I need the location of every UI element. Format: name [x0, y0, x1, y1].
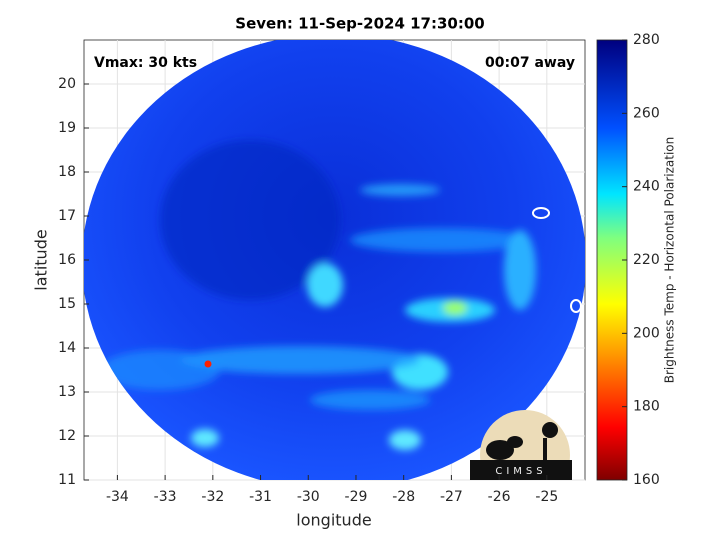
x-tick-label: -26	[488, 489, 511, 505]
y-tick-label: 18	[58, 164, 76, 180]
x-tick-label: -27	[440, 489, 463, 505]
chart-title: Seven: 11-Sep-2024 17:30:00	[235, 15, 484, 33]
x-tick-label: -29	[345, 489, 368, 505]
logo: CIMSS	[470, 410, 572, 480]
x-tick-label: -28	[392, 489, 415, 505]
x-tick-label: -25	[535, 489, 558, 505]
contour	[570, 299, 582, 313]
imagery	[84, 40, 585, 480]
x-axis-label: longitude	[296, 511, 371, 530]
vmax-annotation: Vmax: 30 kts	[94, 55, 197, 71]
colorbar-tick-label: 160	[633, 472, 660, 488]
colorbar-tick-label: 280	[633, 32, 660, 48]
colorbar-label: Brightness Temp - Horizontal Polarizatio…	[663, 137, 677, 384]
y-tick-label: 20	[58, 76, 76, 92]
x-tick-label: -34	[106, 489, 129, 505]
y-tick-label: 14	[58, 340, 76, 356]
ticks: -34 -33 -32 -31 -30 -29 -28 -27 -26 -25 11 12 13 14 15…	[58, 32, 660, 505]
x-tick-label: -32	[201, 489, 224, 505]
y-tick-label: 13	[58, 384, 76, 400]
colorbar-tick-label: 200	[633, 325, 660, 341]
colorbar-tick-label: 260	[633, 105, 660, 121]
y-tick-label: 16	[58, 252, 76, 268]
y-axis-label: latitude	[32, 229, 51, 290]
x-tick-label: -31	[249, 489, 272, 505]
hot-spot	[204, 360, 212, 368]
x-tick-label: -30	[297, 489, 320, 505]
colorbar-tick-label: 240	[633, 179, 660, 195]
x-tick-label: -33	[154, 489, 177, 505]
y-tick-label: 19	[58, 120, 76, 136]
colorbar-tick-label: 220	[633, 252, 660, 268]
time-annotation: 00:07 away	[485, 55, 575, 71]
contour	[532, 207, 550, 219]
cloud-features	[100, 140, 536, 450]
y-tick-label: 17	[58, 208, 76, 224]
y-tick-label: 15	[58, 296, 76, 312]
logo-text: CIMSS	[495, 466, 546, 477]
y-tick-label: 12	[58, 428, 76, 444]
colorbar-tick-label: 180	[633, 399, 660, 415]
y-tick-label: 11	[58, 472, 76, 488]
